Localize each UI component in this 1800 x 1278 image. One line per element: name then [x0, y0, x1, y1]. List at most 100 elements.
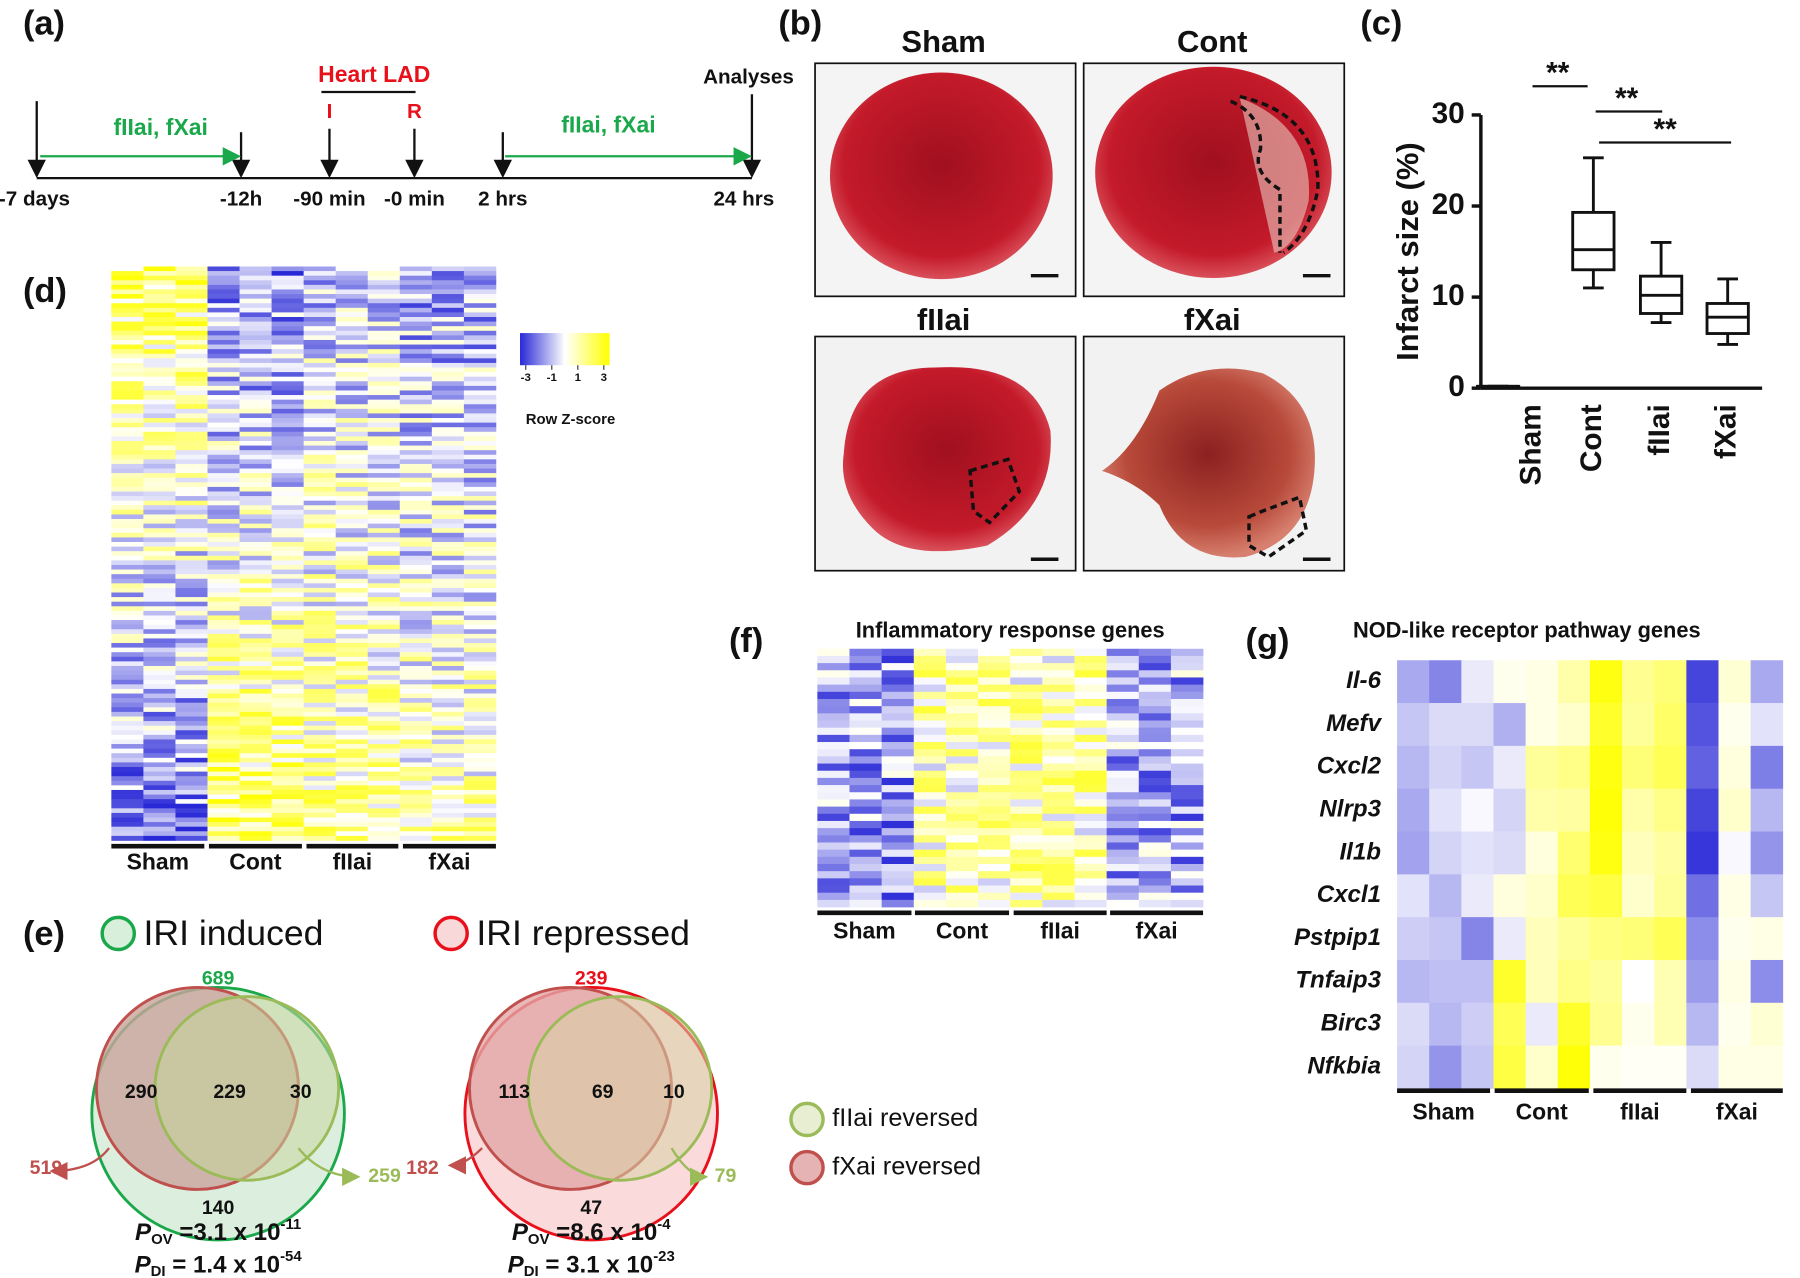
- heatmap-cell: [143, 307, 176, 313]
- heatmap-cell: [271, 408, 304, 414]
- heatmap-cell: [913, 698, 947, 707]
- heatmap-cell: [239, 803, 272, 809]
- heatmap-cell: [143, 606, 176, 612]
- heatmap-cell: [271, 454, 304, 460]
- heatmap-cell: [239, 367, 272, 373]
- heatmap-cell: [817, 663, 850, 671]
- heatmap-cell: [239, 528, 272, 534]
- heatmap-cell: [431, 330, 465, 336]
- heatmap-cell: [431, 601, 465, 607]
- heatmap-cell: [978, 878, 1011, 886]
- heatmap-cell: [463, 344, 497, 350]
- heatmap-cell: [1750, 1045, 1784, 1089]
- heatmap-cell: [207, 652, 240, 658]
- heatmap-cell: [175, 789, 208, 795]
- heatmap-cell: [239, 707, 272, 713]
- heatmap-cell: [143, 422, 176, 428]
- heatmap-cell: [463, 395, 497, 400]
- heatmap-cell: [271, 776, 304, 782]
- heatmap-cell: [1106, 864, 1140, 872]
- heatmap-cell: [143, 812, 176, 818]
- heatmap-cell: [143, 496, 176, 502]
- heatmap-cell: [175, 284, 208, 290]
- heatmap-cell: [207, 289, 240, 295]
- heatmap-cell: [111, 528, 144, 534]
- heatmap-cell: [945, 777, 979, 786]
- heatmap-cell: [367, 537, 401, 543]
- heatmap-cell: [1010, 899, 1043, 908]
- heatmap-cell: [431, 473, 465, 479]
- heatmap-cell: [1525, 788, 1559, 832]
- heatmap-cell: [1622, 959, 1655, 1004]
- heatmap-cell: [111, 693, 144, 699]
- heatmap-cell: [817, 828, 850, 836]
- heatmap-cell: [303, 803, 337, 809]
- heatmap-cell: [431, 418, 465, 423]
- heatmap-cell: [431, 744, 465, 749]
- heatmap-cell: [945, 799, 979, 807]
- heatmap-cell: [1010, 820, 1043, 829]
- heatmap-cell: [431, 523, 465, 529]
- heatmap-cell: [399, 541, 433, 547]
- heatmap-cell: [271, 436, 304, 442]
- heatmap-cell: [881, 792, 915, 800]
- heatmap-cell: [1654, 1002, 1687, 1046]
- heatmap-cell: [1074, 691, 1107, 700]
- heatmap-cell: [399, 362, 433, 368]
- heatmap-cell: [1461, 874, 1494, 918]
- heatmap-cell: [849, 698, 882, 707]
- heatmap-cell: [431, 794, 465, 800]
- heatmap-cell: [431, 583, 465, 589]
- heatmap-cell: [303, 739, 337, 745]
- heatmap-cell: [1170, 713, 1204, 721]
- heatmap-cell: [207, 385, 240, 391]
- heatmap-cell: [431, 335, 465, 341]
- heatmap-cell: [239, 789, 272, 795]
- heatmap-cell: [271, 427, 304, 433]
- heatmap-cell: [945, 663, 979, 671]
- gene-label: Cxcl1: [1317, 881, 1381, 908]
- heatmap-cell: [271, 730, 304, 736]
- venn-fiiai: [153, 995, 341, 1182]
- heatmap-cell: [335, 344, 369, 350]
- gene-label: Nlrp3: [1319, 795, 1381, 822]
- heatmap-cell: [399, 721, 433, 727]
- heatmap-cell: [399, 716, 433, 722]
- heatmap-cell: [175, 445, 208, 451]
- heatmap-cell: [335, 413, 369, 419]
- heatmap-cell: [335, 606, 369, 612]
- heatmap-cell: [143, 652, 176, 658]
- heatmap-cell: [1138, 698, 1172, 707]
- heatmap-cell: [945, 878, 979, 886]
- heatmap-cell: [399, 505, 433, 511]
- heatmap-cell: [239, 266, 272, 272]
- heatmap-cell: [1074, 871, 1107, 879]
- heatmap-cell: [945, 899, 979, 908]
- venn-count: 10: [663, 1081, 685, 1103]
- heatmap-cell: [303, 468, 337, 474]
- heatmap-cell: [239, 523, 272, 529]
- heatmap-cell: [143, 799, 176, 805]
- heatmap-cell: [335, 303, 369, 309]
- heatmap-cell: [239, 620, 272, 625]
- heatmap-cell: [207, 376, 240, 382]
- heatmap-cell: [303, 422, 337, 428]
- venn-count: 69: [592, 1081, 614, 1103]
- heatmap-cell: [463, 831, 497, 837]
- heatmap-cell: [303, 831, 337, 837]
- heatmap-cell: [175, 312, 208, 318]
- heatmap-cell: [175, 321, 208, 327]
- heatmap-cell: [463, 583, 497, 589]
- heatmap-cell: [463, 541, 497, 547]
- heatmap-cell: [367, 643, 401, 648]
- heatmap-cell: [463, 684, 497, 690]
- heatmap-cell: [1138, 763, 1172, 772]
- heatmap-cell: [1010, 684, 1043, 693]
- heatmap-cell: [463, 473, 497, 479]
- heatmap-cell: [978, 655, 1011, 664]
- heatmap-cell: [1010, 864, 1043, 872]
- heatmap-cell: [1106, 677, 1140, 685]
- heatmap-cell: [111, 500, 144, 506]
- heatmap-cell: [207, 555, 240, 561]
- heatmap-cell: [463, 698, 497, 704]
